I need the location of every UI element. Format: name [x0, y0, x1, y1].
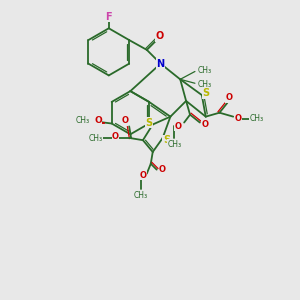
- Text: O: O: [235, 114, 242, 123]
- Text: CH₃: CH₃: [198, 66, 212, 75]
- Text: F: F: [106, 11, 112, 22]
- Text: N: N: [157, 58, 165, 69]
- Text: O: O: [94, 116, 102, 125]
- Text: CH₃: CH₃: [75, 116, 89, 125]
- Text: O: O: [140, 171, 146, 180]
- Text: O: O: [159, 165, 166, 174]
- Text: CH₃: CH₃: [167, 140, 182, 148]
- Text: O: O: [175, 122, 182, 131]
- Text: O: O: [201, 120, 208, 129]
- Text: CH₃: CH₃: [89, 134, 103, 143]
- Text: S: S: [202, 88, 209, 98]
- Text: O: O: [155, 31, 164, 41]
- Text: CH₃: CH₃: [250, 114, 264, 123]
- Text: CH₃: CH₃: [198, 80, 212, 89]
- Text: S: S: [145, 118, 152, 128]
- Text: O: O: [122, 116, 129, 125]
- Text: O: O: [226, 94, 233, 103]
- Text: O: O: [112, 132, 119, 141]
- Text: CH₃: CH₃: [134, 190, 148, 200]
- Text: S: S: [163, 135, 170, 145]
